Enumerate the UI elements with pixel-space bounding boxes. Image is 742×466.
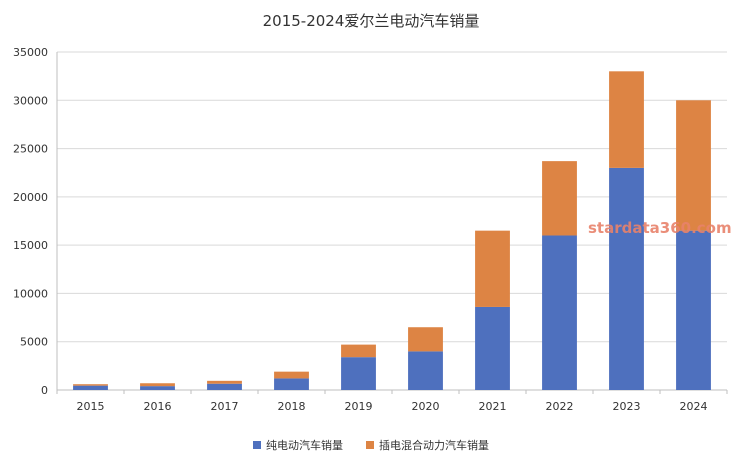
bar-phev-2024 (676, 100, 711, 231)
x-tick-label: 2020 (412, 400, 440, 413)
bar-bev-2020 (408, 351, 443, 390)
watermark: stardata360.com (588, 219, 732, 237)
x-tick-label: 2022 (546, 400, 574, 413)
x-tick-label: 2017 (211, 400, 239, 413)
bar-phev-2019 (341, 344, 376, 358)
bar-bev-2021 (475, 306, 510, 390)
bar-phev-2023 (609, 71, 644, 168)
x-tick-label: 2018 (278, 400, 306, 413)
y-tick-label: 30000 (13, 94, 48, 107)
x-tick-label: 2021 (479, 400, 507, 413)
x-tick-label: 2016 (144, 400, 172, 413)
bar-phev-2020 (408, 327, 443, 352)
legend-label-phev: 插电混合动力汽车销量 (379, 438, 489, 452)
y-tick-label: 20000 (13, 191, 48, 204)
x-tick-label: 2019 (345, 400, 373, 413)
bar-phev-2016 (140, 383, 175, 387)
y-tick-label: 10000 (13, 287, 48, 300)
legend-swatch-bev (253, 441, 261, 449)
legend: 纯电动汽车销量 插电混合动力汽车销量 (253, 438, 489, 452)
bar-bev-2019 (341, 357, 376, 390)
y-tick-label: 35000 (13, 46, 48, 59)
y-tick-labels: 0 5000 10000 15000 20000 25000 30000 35000 (13, 46, 48, 397)
bar-bev-2022 (542, 235, 577, 390)
bar-bev-2018 (274, 378, 309, 390)
bar-phev-2022 (542, 161, 577, 236)
bars (73, 71, 711, 390)
y-tick-label: 25000 (13, 143, 48, 156)
bar-bev-2023 (609, 167, 644, 390)
bar-phev-2017 (207, 380, 242, 384)
bar-bev-2015 (73, 385, 108, 390)
x-tick-label: 2015 (77, 400, 105, 413)
x-tick-label: 2024 (680, 400, 708, 413)
bar-bev-2024 (676, 230, 711, 390)
x-tick-labels: 2015 2016 2017 2018 2019 2020 2021 2022 2023 2024 (77, 400, 708, 413)
bar-bev-2017 (207, 383, 242, 390)
bar-bev-2016 (140, 386, 175, 390)
bar-phev-2015 (73, 384, 108, 386)
bar-phev-2018 (274, 371, 309, 379)
y-tick-label: 5000 (20, 336, 48, 349)
legend-swatch-phev (366, 441, 374, 449)
y-tick-label: 15000 (13, 239, 48, 252)
x-tick-label: 2023 (613, 400, 641, 413)
y-tick-label: 0 (41, 384, 48, 397)
bar-phev-2021 (475, 230, 510, 307)
chart-title: 2015-2024爱尔兰电动汽车销量 (262, 12, 480, 30)
legend-label-bev: 纯电动汽车销量 (266, 438, 343, 452)
